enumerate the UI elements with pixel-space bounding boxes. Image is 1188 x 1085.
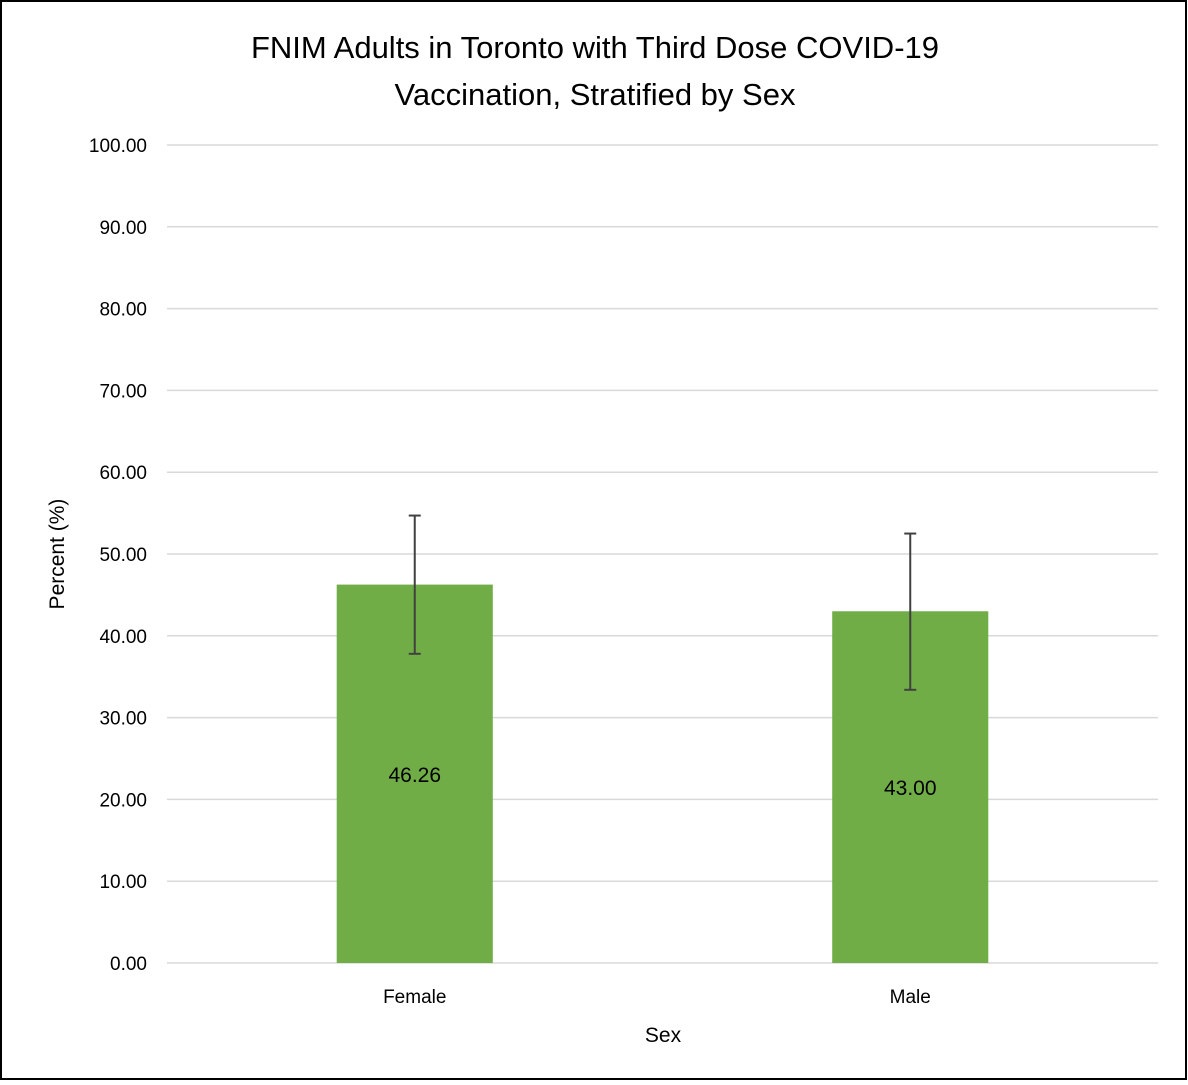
y-tick-label: 40.00 xyxy=(99,627,147,648)
y-tick-label: 10.00 xyxy=(99,872,147,893)
x-axis-title: Sex xyxy=(645,1024,682,1047)
y-tick-label: 100.00 xyxy=(89,136,147,157)
x-tick-label: Female xyxy=(383,987,446,1008)
chart-title-line-1: FNIM Adults in Toronto with Third Dose C… xyxy=(251,30,939,65)
y-tick-label: 80.00 xyxy=(99,300,147,321)
data-label: 43.00 xyxy=(884,777,937,800)
y-axis-title: Percent (%) xyxy=(46,499,69,610)
data-labels: 46.26 43.00 xyxy=(388,764,936,800)
y-tick-label: 90.00 xyxy=(99,218,147,239)
y-tick-label: 50.00 xyxy=(99,545,147,566)
x-tick-label: Male xyxy=(890,987,931,1008)
y-tick-label: 70.00 xyxy=(99,381,147,402)
x-axis-category-labels: Female Male xyxy=(383,987,931,1008)
gridlines xyxy=(167,144,1158,964)
y-tick-label: 20.00 xyxy=(99,790,147,811)
data-label: 46.26 xyxy=(388,764,441,787)
y-tick-label: 30.00 xyxy=(99,709,147,730)
chart-title-line-2: Vaccination, Stratified by Sex xyxy=(395,77,796,112)
y-tick-label: 60.00 xyxy=(99,463,147,484)
y-tick-label: 0.00 xyxy=(110,954,147,975)
error-bars xyxy=(408,514,917,691)
y-axis-tick-labels: 0.00 10.00 20.00 30.00 40.00 50.00 60.00 70.00 8… xyxy=(89,136,147,975)
